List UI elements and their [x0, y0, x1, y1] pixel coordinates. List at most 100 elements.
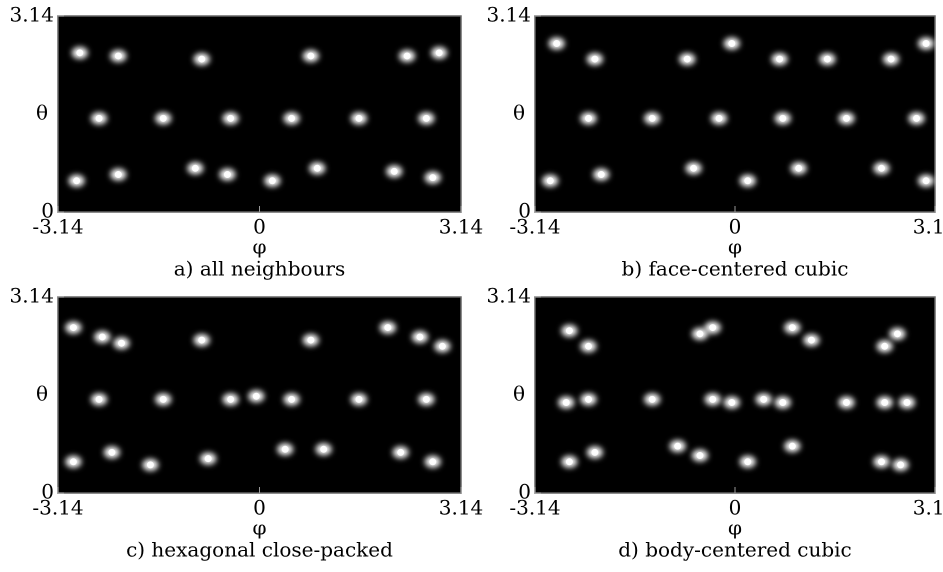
y-tick-label: 3.14	[486, 3, 531, 27]
x-tick-label: 3.14	[439, 496, 484, 520]
density-core	[709, 324, 717, 332]
density-core	[648, 114, 656, 122]
x-tick-label: 0	[729, 215, 742, 239]
plot-background	[57, 15, 462, 213]
density-core	[204, 455, 212, 463]
density-core	[565, 458, 573, 466]
x-tick-label: 0	[253, 215, 266, 239]
y-tick-label: 3.14	[9, 284, 54, 308]
density-core	[776, 55, 784, 63]
density-core	[313, 164, 321, 172]
panel-caption: c) hexagonal close-packed	[126, 538, 393, 562]
density-core	[227, 395, 235, 403]
density-core	[223, 171, 231, 179]
x-tick-label: -3.14	[509, 496, 560, 520]
density-core	[114, 171, 122, 179]
x-axis-label: φ	[728, 516, 742, 540]
density-core	[98, 333, 106, 341]
panel-caption: a) all neighbours	[174, 257, 346, 281]
density-core	[553, 39, 561, 47]
density-core	[416, 333, 424, 341]
panel-caption: b) face-centered cubic	[622, 257, 849, 281]
density-core	[696, 452, 704, 460]
density-core	[288, 114, 296, 122]
density-core	[422, 114, 430, 122]
x-tick-label: 3.14	[439, 215, 484, 239]
density-core	[288, 395, 296, 403]
density-core	[191, 164, 199, 172]
density-core	[281, 445, 289, 453]
y-axis-label: θ	[513, 382, 525, 406]
density-core	[429, 174, 437, 182]
density-core	[893, 330, 901, 338]
density-core	[429, 458, 437, 466]
density-core	[744, 458, 752, 466]
density-core	[690, 164, 698, 172]
density-core	[159, 114, 167, 122]
density-core	[320, 445, 328, 453]
x-tick-label: -3.14	[32, 496, 83, 520]
density-core	[897, 461, 905, 469]
density-core	[807, 336, 815, 344]
y-tick-label: 3.14	[9, 3, 54, 27]
panel-caption: d) body-centered cubic	[618, 538, 852, 562]
density-core	[390, 167, 398, 175]
density-core	[69, 458, 77, 466]
density-core	[114, 52, 122, 60]
x-axis-label: φ	[252, 516, 266, 540]
density-core	[842, 114, 850, 122]
density-core	[881, 398, 889, 406]
y-tick-label: 3.14	[486, 284, 531, 308]
density-core	[922, 177, 930, 185]
density-core	[585, 395, 593, 403]
density-core	[881, 342, 889, 350]
density-core	[744, 177, 752, 185]
density-core	[585, 114, 593, 122]
density-core	[198, 336, 206, 344]
density-core	[268, 177, 276, 185]
y-tick-label: 0	[518, 199, 531, 223]
density-core	[307, 52, 315, 60]
density-core	[913, 114, 921, 122]
plot-area	[65, 321, 451, 471]
density-core	[546, 177, 554, 185]
density-core	[159, 395, 167, 403]
density-core	[877, 458, 885, 466]
density-core	[403, 52, 411, 60]
density-core	[438, 342, 446, 350]
density-core	[108, 448, 116, 456]
density-core	[422, 395, 430, 403]
density-core	[585, 342, 593, 350]
x-tick-label: 3.14	[913, 215, 943, 239]
density-core	[355, 114, 363, 122]
density-core	[922, 39, 930, 47]
density-core	[397, 448, 405, 456]
density-core	[565, 327, 573, 335]
plot-area	[558, 321, 915, 471]
density-core	[252, 392, 260, 400]
y-axis-label: θ	[36, 382, 48, 406]
plot-area	[68, 46, 448, 187]
x-tick-label: -3.14	[32, 215, 83, 239]
density-core	[227, 114, 235, 122]
density-core	[788, 324, 796, 332]
density-core	[435, 49, 443, 57]
density-core	[355, 395, 363, 403]
plot-area	[542, 37, 935, 187]
x-tick-label: 0	[253, 496, 266, 520]
density-core	[903, 398, 911, 406]
density-core	[591, 55, 599, 63]
density-core	[683, 55, 691, 63]
density-core	[73, 177, 81, 185]
density-core	[728, 39, 736, 47]
density-core	[709, 395, 717, 403]
plot-background	[534, 296, 936, 494]
density-core	[696, 330, 704, 338]
density-core	[788, 442, 796, 450]
density-core	[591, 448, 599, 456]
x-tick-label: 0	[729, 496, 742, 520]
